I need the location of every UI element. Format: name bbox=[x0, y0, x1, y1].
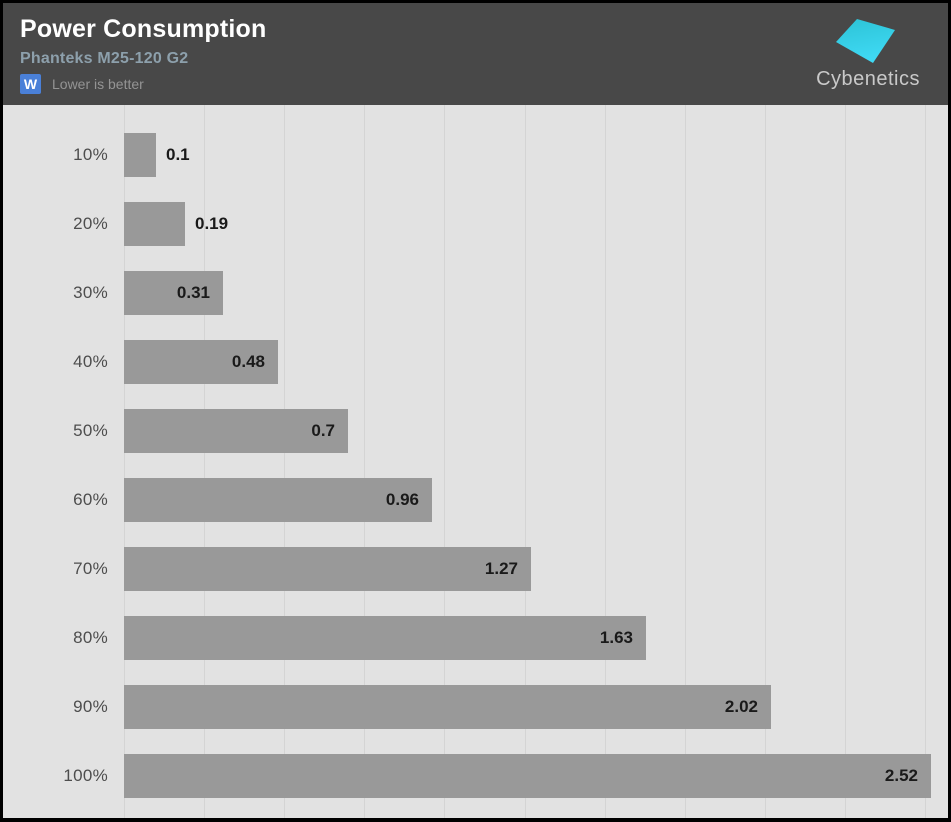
chart-row: 100% 2.52 bbox=[3, 754, 948, 798]
bar-50%: 0.7 bbox=[124, 409, 348, 453]
chart-row: 90% 2.02 bbox=[3, 685, 948, 729]
category-label: 80% bbox=[73, 628, 108, 647]
value-label: 0.1 bbox=[166, 145, 190, 164]
chart-row: 20% 0.19 bbox=[3, 202, 948, 246]
gridline bbox=[124, 105, 125, 818]
gridline bbox=[444, 105, 445, 818]
chart-row: 70% 1.27 bbox=[3, 547, 948, 591]
bar-10%: 0.1 bbox=[124, 133, 190, 177]
gridline bbox=[685, 105, 686, 818]
bar-40%: 0.48 bbox=[124, 340, 278, 384]
unit-badge: W bbox=[20, 74, 41, 94]
value-label: 0.31 bbox=[176, 283, 210, 302]
legend-row: W Lower is better bbox=[20, 74, 144, 94]
category-label: 30% bbox=[73, 283, 108, 302]
cybenetics-logo-icon bbox=[836, 19, 896, 63]
value-label: 0.7 bbox=[311, 421, 335, 440]
category-label: 100% bbox=[63, 766, 108, 785]
bar-90%: 2.02 bbox=[124, 685, 771, 729]
bar-chart-plot-area: 10% 0.1 20% 0.19 30% 0.31 40% 0.48 50% 0.7 60% 0.96… bbox=[3, 105, 948, 818]
chart-subtitle: Phanteks M25-120 G2 bbox=[20, 50, 189, 67]
gridline bbox=[605, 105, 606, 818]
category-label: 10% bbox=[73, 145, 108, 164]
chart-row: 10% 0.1 bbox=[3, 133, 948, 177]
cybenetics-logo-text: Cybenetics bbox=[816, 68, 920, 90]
cybenetics-logo: Cybenetics bbox=[816, 9, 920, 91]
category-label: 90% bbox=[73, 697, 108, 716]
page-title: Power Consumption bbox=[20, 15, 267, 43]
gridline bbox=[845, 105, 846, 818]
value-label: 0.96 bbox=[385, 490, 419, 509]
chart-row: 30% 0.31 bbox=[3, 271, 948, 315]
category-label: 50% bbox=[73, 421, 108, 440]
category-label: 60% bbox=[73, 490, 108, 509]
value-label: 1.63 bbox=[599, 628, 633, 647]
gridline bbox=[765, 105, 766, 818]
value-label: 0.48 bbox=[231, 352, 265, 371]
gridline bbox=[364, 105, 365, 818]
chart-row: 40% 0.48 bbox=[3, 340, 948, 384]
gridline bbox=[284, 105, 285, 818]
gridline bbox=[925, 105, 926, 818]
value-label: 2.52 bbox=[884, 766, 918, 785]
chart-row: 80% 1.63 bbox=[3, 616, 948, 660]
bar-30%: 0.31 bbox=[124, 271, 223, 315]
chart-header: Power Consumption Phanteks M25-120 G2 W … bbox=[3, 3, 948, 105]
bar-100%: 2.52 bbox=[124, 754, 931, 798]
category-label: 70% bbox=[73, 559, 108, 578]
bar-60%: 0.96 bbox=[124, 478, 432, 522]
gridline bbox=[204, 105, 205, 818]
chart-row: 60% 0.96 bbox=[3, 478, 948, 522]
category-label: 40% bbox=[73, 352, 108, 371]
value-label: 2.02 bbox=[724, 697, 758, 716]
bar-20%: 0.19 bbox=[124, 202, 228, 246]
chart-row: 50% 0.7 bbox=[3, 409, 948, 453]
lower-is-better-note: Lower is better bbox=[52, 76, 144, 92]
bar-80%: 1.63 bbox=[124, 616, 646, 660]
value-label: 1.27 bbox=[484, 559, 518, 578]
gridline bbox=[525, 105, 526, 818]
value-label: 0.19 bbox=[195, 214, 229, 233]
category-label: 20% bbox=[73, 214, 108, 233]
bar-70%: 1.27 bbox=[124, 547, 531, 591]
